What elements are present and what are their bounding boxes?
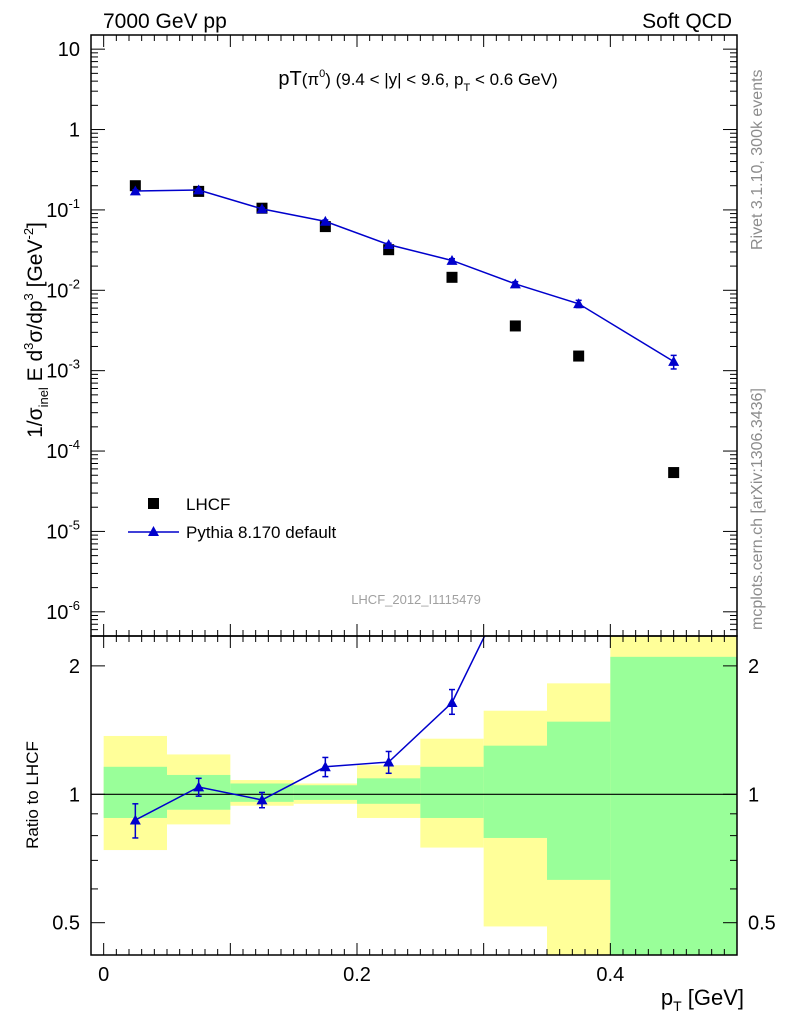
ratio-plot-frame <box>90 635 738 956</box>
ratio-ytick-label-right-0: 0.5 <box>748 913 776 935</box>
main-ytick-label-5: 10-4 <box>46 437 80 463</box>
main-title: pT(π0) (9.4 < |y| < 9.6, pT < 0.6 GeV) <box>278 68 557 94</box>
pythia-main-point-1 <box>193 184 205 195</box>
pythia-main-line <box>135 189 675 363</box>
rivet-version-label: Rivet 3.1.10, 300k events <box>749 69 766 250</box>
ratio-uncertainty-bands <box>103 636 737 955</box>
ratio-band-inner-bin-3 <box>293 785 357 800</box>
ratio-band-inner-bin-5 <box>420 766 484 818</box>
pythia-main-point-7 <box>573 298 585 309</box>
lhcf-point-5 <box>446 271 458 283</box>
legend-label-pythia: Pythia 8.170 default <box>186 523 337 542</box>
lhcf-point-3 <box>319 221 331 233</box>
x-tick-label-1: 0.2 <box>343 964 371 986</box>
main-ytick-label-2: 10-1 <box>46 196 80 222</box>
pythia-main-point-3 <box>319 215 331 226</box>
pythia-ratio-point-5 <box>446 697 458 708</box>
ratio-band-inner-bin-8 <box>610 656 737 955</box>
mcplots-reference-label: mcplots.cern.ch [arXiv:1306.3436] <box>749 388 766 630</box>
main-y-axis-label: 1/σinel E d3σ/dp3 [GeV-2] <box>21 222 51 438</box>
pythia-ratio-point-3 <box>319 761 331 772</box>
ratio-band-inner-bin-6 <box>483 745 547 838</box>
main-title-tail: < 0.6 GeV) <box>470 70 557 89</box>
main-ytick-label-1: 1 <box>69 120 80 142</box>
ratio-plot-series <box>129 568 521 839</box>
legend-label-lhcf: LHCF <box>186 495 230 514</box>
ratio-band-inner-bin-4 <box>357 778 421 804</box>
main-title-sub: T <box>464 82 471 94</box>
pythia-main-point-0 <box>129 185 141 196</box>
legend-marker-lhcf <box>148 498 159 509</box>
header-energy-label: 7000 GeV pp <box>103 10 227 33</box>
pythia-main-point-5 <box>446 254 458 265</box>
x-tick-label-0: 0 <box>98 964 109 986</box>
main-ytick-label-4: 10-3 <box>46 357 80 383</box>
lhcf-point-8 <box>668 467 680 479</box>
pythia-ratio-point-4 <box>383 756 395 767</box>
ratio-axes: 0 0.2 0.4 0.5 0.5 1 1 2 2 <box>52 636 776 986</box>
ratio-y-axis-label: Ratio to LHCF <box>23 741 42 849</box>
main-title-particle: (π <box>302 70 319 89</box>
main-ytick-label-0: 10 <box>58 39 80 61</box>
pythia-ratio-point-0 <box>129 814 141 825</box>
ratio-ytick-label-left-1: 1 <box>69 784 80 806</box>
pythia-ratio-point-6 <box>510 568 521 578</box>
ratio-ytick-label-right-2: 2 <box>748 656 759 678</box>
legend-marker-pythia <box>148 526 159 536</box>
main-ytick-label-6: 10-5 <box>46 517 80 543</box>
pythia-ratio-point-1 <box>193 781 205 792</box>
analysis-id-label: LHCF_2012_I1115479 <box>351 592 481 607</box>
x-axis-label: pT [GeV] <box>661 985 744 1014</box>
ratio-ytick-label-left-0: 0.5 <box>52 913 80 935</box>
main-axes: 10 1 10-1 10-2 10-3 10-4 10-5 10-6 <box>46 35 738 637</box>
main-ytick-label-3: 10-2 <box>46 276 80 302</box>
ratio-band-inner-bin-7 <box>547 721 611 880</box>
pythia-main-point-6 <box>509 278 521 289</box>
ratio-ytick-label-right-1: 1 <box>748 784 759 806</box>
pythia-main-point-2 <box>256 203 268 214</box>
main-title-lead: pT <box>278 68 301 90</box>
header-process-label: Soft QCD <box>642 10 732 33</box>
main-title-rest: ) (9.4 < |y| < 9.6, p <box>325 70 463 89</box>
ratio-ytick-label-left-2: 2 <box>69 656 80 678</box>
lhcf-point-6 <box>509 320 521 332</box>
lhcf-point-4 <box>383 244 395 256</box>
pythia-main-point-8 <box>668 356 680 366</box>
main-title-particle-sup: 0 <box>319 68 325 80</box>
main-plot-frame <box>90 34 738 637</box>
pythia-ratio-point-2 <box>256 794 268 805</box>
x-tick-label-2: 0.4 <box>596 964 624 986</box>
legend: LHCF Pythia 8.170 default <box>128 495 337 542</box>
lhcf-point-7 <box>573 350 585 362</box>
main-ytick-label-7: 10-6 <box>46 598 80 624</box>
pythia-main-point-4 <box>383 239 395 250</box>
main-plot-series <box>129 180 680 479</box>
